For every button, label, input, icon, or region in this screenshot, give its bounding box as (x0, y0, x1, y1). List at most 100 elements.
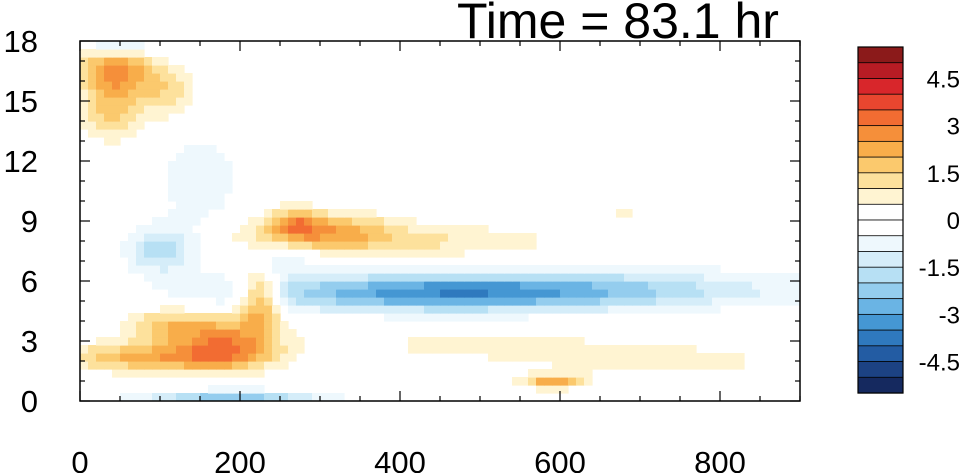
heatmap-cell (240, 369, 249, 378)
heatmap-cell (472, 233, 481, 242)
heatmap-cell (104, 73, 113, 82)
heatmap-cell (240, 385, 249, 394)
heatmap-cell (592, 305, 601, 314)
heatmap-cell (648, 345, 657, 354)
heatmap-cell (144, 73, 153, 82)
heatmap-cell (168, 65, 177, 74)
heatmap-cell (176, 105, 185, 114)
heatmap-cell (296, 281, 305, 290)
heatmap-cell (680, 281, 689, 290)
heatmap-cell (296, 305, 305, 314)
heatmap-cell (536, 345, 545, 354)
heatmap-cell (464, 313, 473, 322)
heatmap-cell (128, 249, 137, 258)
heatmap-cell (232, 329, 241, 338)
heatmap-cell (240, 305, 249, 314)
heatmap-cell (192, 353, 201, 362)
heatmap-cell (688, 345, 697, 354)
heatmap-cell (168, 97, 177, 106)
heatmap-cell (608, 353, 617, 362)
heatmap-cell (80, 105, 89, 114)
heatmap-cell (128, 329, 137, 338)
heatmap-cell (176, 217, 185, 226)
heatmap-cell (112, 73, 121, 82)
heatmap-cell (672, 361, 681, 370)
heatmap-cell (184, 209, 193, 218)
heatmap-cell (448, 345, 457, 354)
heatmap-cell (480, 265, 489, 274)
heatmap-cell (512, 305, 521, 314)
heatmap-cell (560, 377, 569, 386)
heatmap-cell (232, 233, 241, 242)
heatmap-cell (352, 241, 361, 250)
heatmap-cell (120, 129, 129, 138)
heatmap-cell (304, 273, 313, 282)
heatmap-cell (176, 185, 185, 194)
heatmap-cell (424, 289, 433, 298)
heatmap-cell (320, 273, 329, 282)
heatmap-cell (272, 393, 281, 401)
heatmap-cell (768, 281, 777, 290)
heatmap-cell (656, 353, 665, 362)
heatmap-cell (600, 305, 609, 314)
heatmap-cell (512, 297, 521, 306)
heatmap-cell (176, 209, 185, 218)
heatmap-cell (696, 361, 705, 370)
heatmap-cell (400, 241, 409, 250)
heatmap-cell (248, 273, 257, 282)
heatmap-cell (200, 281, 209, 290)
heatmap-cell (440, 289, 449, 298)
heatmap-cell (456, 273, 465, 282)
heatmap-cell (296, 289, 305, 298)
heatmap-cell (376, 241, 385, 250)
heatmap-cell (120, 337, 129, 346)
heatmap-cell (608, 281, 617, 290)
heatmap-cell (632, 297, 641, 306)
heatmap-cell (264, 217, 273, 226)
heatmap-cell (520, 305, 529, 314)
heatmap-cell (576, 337, 585, 346)
x-tick-label: 200 (214, 445, 266, 473)
heatmap-cell (408, 289, 417, 298)
heatmap-cell (536, 281, 545, 290)
heatmap-cell (512, 281, 521, 290)
heatmap-cell (400, 225, 409, 234)
heatmap-cell (784, 297, 793, 306)
heatmap-cell (200, 201, 209, 210)
heatmap-cell (264, 209, 273, 218)
heatmap-cell (664, 265, 673, 274)
heatmap-cell (584, 369, 593, 378)
heatmap-cell (632, 345, 641, 354)
heatmap-cell (200, 345, 209, 354)
heatmap-cell (368, 209, 377, 218)
heatmap-cell (192, 345, 201, 354)
heatmap-cell (376, 233, 385, 242)
heatmap-cell (248, 369, 257, 378)
heatmap-cell (280, 209, 289, 218)
heatmap-cell (216, 153, 225, 162)
heatmap-cell (400, 289, 409, 298)
heatmap-cell (424, 305, 433, 314)
heatmap-cell (608, 297, 617, 306)
heatmap-cell (248, 345, 257, 354)
heatmap-field (80, 41, 800, 401)
heatmap-cell (120, 97, 129, 106)
heatmap-cell (192, 249, 201, 258)
heatmap-cell (352, 249, 361, 258)
x-tick-label: 400 (374, 445, 426, 473)
heatmap-cell (200, 361, 209, 370)
heatmap-cell (520, 377, 529, 386)
heatmap-cell (152, 65, 161, 74)
heatmap-cell (192, 241, 201, 250)
heatmap-cell (408, 313, 417, 322)
heatmap-cell (720, 353, 729, 362)
heatmap-cell (368, 305, 377, 314)
heatmap-cell (424, 241, 433, 250)
heatmap-cell (624, 273, 633, 282)
heatmap-cell (344, 217, 353, 226)
heatmap-cell (352, 297, 361, 306)
heatmap-cell (232, 313, 241, 322)
heatmap-cell (184, 169, 193, 178)
heatmap-cell (432, 225, 441, 234)
heatmap-cell (184, 361, 193, 370)
